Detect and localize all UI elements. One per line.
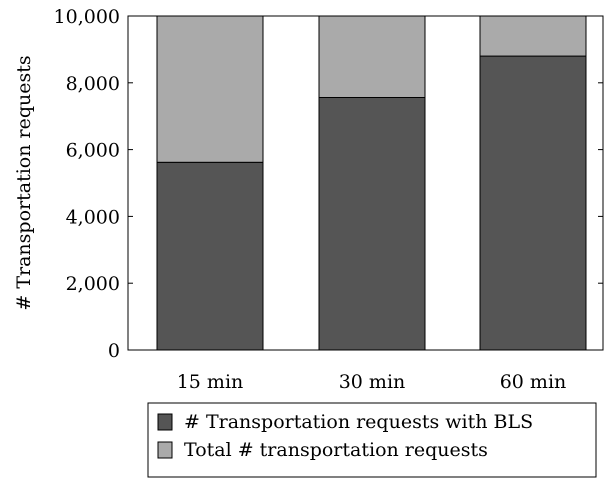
bars-group — [157, 16, 586, 350]
y-tick-label: 10,000 — [54, 6, 120, 28]
bar-segment-total-1 — [157, 16, 263, 162]
x-tick-label: 30 min — [339, 371, 406, 393]
bar-segment-total-2 — [319, 16, 425, 97]
x-tick-label: 15 min — [177, 371, 244, 393]
y-tick-label: 4,000 — [66, 206, 120, 228]
y-tick-label: 6,000 — [66, 140, 120, 162]
y-axis-label: # Transportation requests — [13, 55, 35, 310]
bar-segment-with-bls-3 — [480, 56, 586, 350]
y-tick-label: 2,000 — [66, 273, 120, 295]
legend-label: Total # transportation requests — [184, 439, 488, 461]
bar-segment-total-3 — [480, 16, 586, 56]
y-tick-label: 8,000 — [66, 73, 120, 95]
bar-segment-with-bls-1 — [157, 162, 263, 350]
bar-segment-with-bls-2 — [319, 97, 425, 350]
legend-swatch — [158, 442, 172, 458]
legend-swatch — [158, 414, 172, 430]
x-ticks-group: 15 min 30 min 60 min — [177, 371, 567, 393]
legend: # Transportation requests with BLS Total … — [148, 403, 596, 477]
x-tick-label: 60 min — [500, 371, 567, 393]
legend-label: # Transportation requests with BLS — [184, 411, 533, 433]
y-tick-label: 0 — [108, 340, 120, 362]
